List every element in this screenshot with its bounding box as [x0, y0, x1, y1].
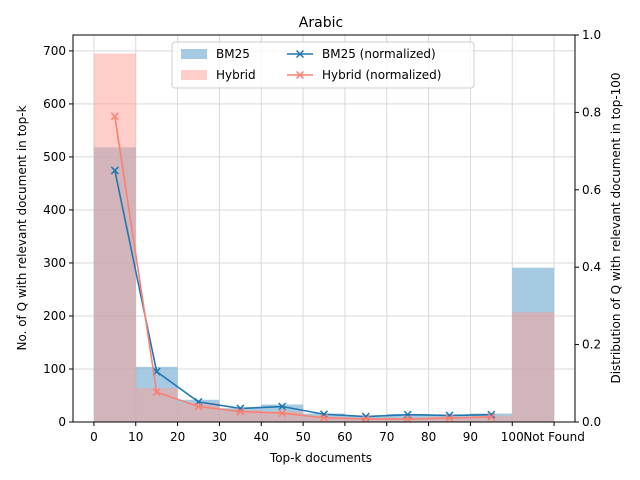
legend-swatch [181, 70, 207, 80]
normalized-lines [110, 112, 496, 423]
x-tick-label: 0 [90, 430, 98, 444]
y-tick-label: 0 [58, 415, 66, 429]
point-marker-1 [152, 388, 161, 397]
marker-stroke [445, 414, 454, 423]
point-marker-0 [319, 410, 329, 419]
y-tick-label: 500 [43, 150, 66, 164]
point-marker-1 [361, 414, 370, 423]
legend-label: Hybrid (normalized) [322, 68, 441, 82]
point-marker-1 [403, 414, 412, 423]
bar-hybrid [428, 416, 471, 422]
x-tick-label: 70 [379, 430, 394, 444]
x-tick-label: 10 [128, 430, 143, 444]
legend-swatch [181, 49, 207, 59]
marker-stroke [152, 388, 161, 397]
y-tick-label-right: 0.0 [582, 415, 601, 429]
x-tick-label: Not Found [523, 430, 584, 444]
marker-stroke [278, 409, 287, 418]
y-tick-label-right: 0.4 [582, 260, 601, 274]
point-marker-1 [487, 412, 496, 421]
bar-hybrid [219, 410, 262, 422]
x-tick-label: 60 [337, 430, 352, 444]
x-tick-label: 30 [212, 430, 227, 444]
point-marker-0 [110, 166, 119, 175]
bar-hybrid [261, 411, 304, 422]
point-marker-1 [319, 413, 329, 422]
x-tick-label: 20 [170, 430, 185, 444]
marker-stroke [110, 112, 119, 121]
bar-hybrid [303, 416, 345, 422]
legend: BM25 Hybrid BM25 (normalized) Hybrid (norma… [171, 41, 475, 89]
axes: 0 10 20 30 40 50 60 70 80 90 100 Not Found010020030… [43, 28, 601, 444]
x-tick-label: 50 [295, 430, 310, 444]
marker-stroke [319, 413, 329, 422]
marker-stroke [319, 410, 329, 419]
x-tick-label: 100 [501, 430, 524, 444]
marker-stroke [403, 414, 412, 423]
histogram-bars [93, 53, 555, 422]
y-tick-label-right: 0.6 [582, 183, 601, 197]
x-tick-label: 40 [254, 430, 269, 444]
line-series-1 [114, 116, 492, 420]
x-tick-label: 80 [421, 430, 436, 444]
plot-frame [72, 34, 576, 423]
marker-stroke [361, 414, 370, 423]
y-tick-label-right: 0.8 [582, 105, 601, 119]
point-marker-1 [110, 112, 119, 121]
marker-stroke [487, 412, 496, 421]
marker-stroke [194, 402, 203, 411]
chart-title: Arabic [299, 15, 343, 31]
legend-label: Hybrid [216, 68, 256, 82]
y-tick-label: 200 [43, 309, 66, 323]
marker-stroke [236, 407, 245, 416]
bar-hybrid [470, 415, 513, 422]
x-tick-label: 90 [463, 430, 478, 444]
point-marker-1 [445, 414, 454, 423]
point-marker-1 [194, 402, 203, 411]
marker-stroke [278, 402, 287, 411]
marker-stroke [110, 166, 119, 175]
y-axis-label-right: Distribution of Q with relevant document… [609, 72, 623, 383]
y-tick-label: 300 [43, 256, 66, 270]
y-tick-label: 700 [43, 44, 66, 58]
y-tick-label: 100 [43, 362, 66, 376]
legend-marker [295, 70, 305, 80]
bar-hybrid [512, 312, 555, 422]
point-marker-0 [278, 402, 287, 411]
legend-box [171, 41, 475, 89]
legend-label: BM25 (normalized) [322, 47, 436, 61]
point-marker-1 [278, 409, 287, 418]
x-axis-label: Top-k documents [269, 451, 372, 465]
y-tick-label: 400 [43, 203, 66, 217]
y-axis-label: No. of Q with relevant document in top-k [15, 105, 29, 350]
point-marker-1 [236, 407, 245, 416]
y-tick-label-right: 0.2 [582, 338, 601, 352]
legend-label: BM25 [216, 47, 250, 61]
legend-marker [295, 49, 305, 59]
line-series-0 [114, 170, 492, 418]
y-tick-label: 600 [43, 97, 66, 111]
y-tick-label-right: 1.0 [582, 28, 601, 42]
grid [73, 35, 575, 423]
bar-hybrid [135, 388, 178, 422]
